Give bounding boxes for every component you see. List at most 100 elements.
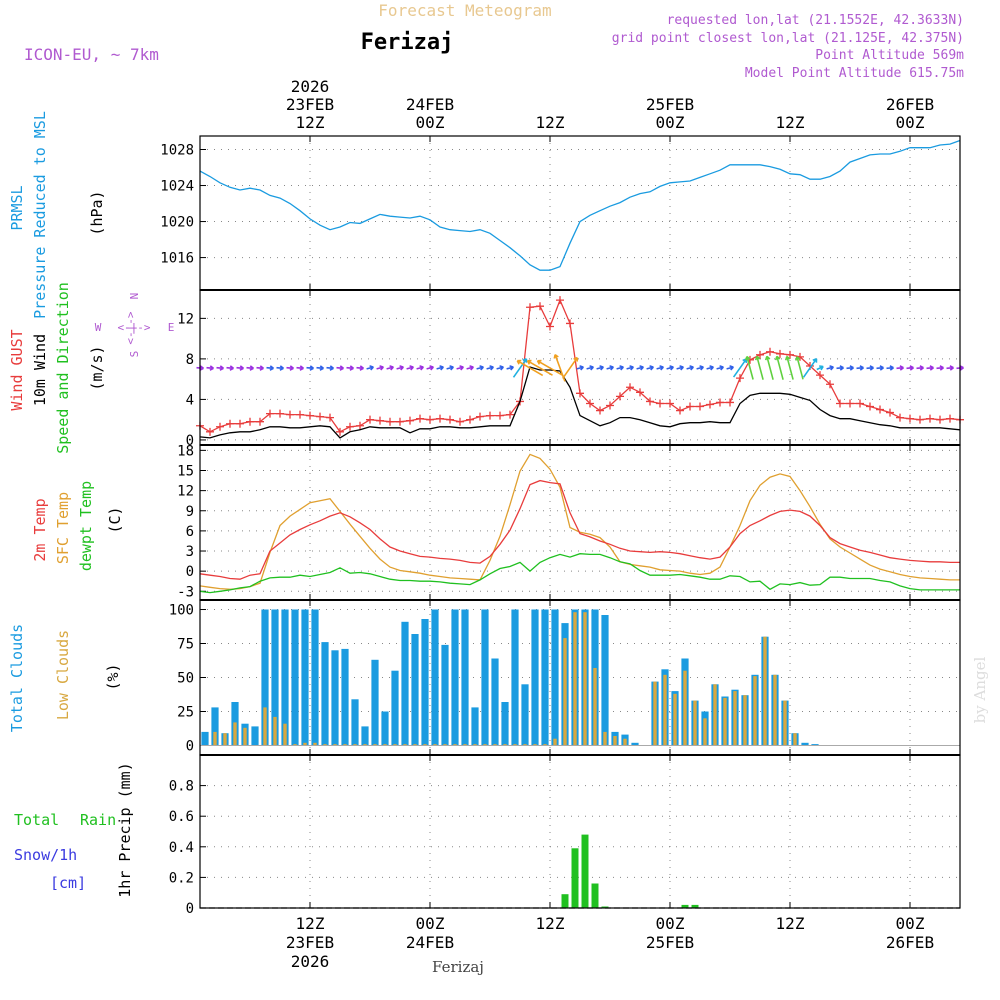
y-tick-label: 12 [177, 311, 194, 327]
gust-marker [266, 409, 274, 418]
wind-direction-arrow [386, 365, 394, 371]
wind-direction-arrow [946, 365, 954, 371]
requested-coords: requested lon,lat (21.1552E, 42.3633N) [667, 13, 964, 28]
footer-location: Ferizaj [432, 958, 484, 976]
gust-marker [816, 371, 824, 380]
y-tick-label: 50 [177, 671, 194, 687]
wind-direction-arrow [586, 365, 594, 371]
y-tick-label: 0 [186, 738, 194, 754]
wind-direction-arrow [636, 365, 644, 371]
wind-direction-arrow [795, 356, 804, 380]
low-cloud-bar [783, 700, 787, 746]
gust-marker [256, 417, 264, 426]
wind-direction-arrow [696, 365, 704, 371]
wind-direction-arrow [562, 356, 579, 379]
low-cloud-bar [663, 674, 667, 746]
wind-direction-arrow [496, 365, 504, 371]
low-cloud-bar [573, 612, 577, 746]
low-cloud-bar [793, 733, 797, 746]
gust-marker [826, 380, 834, 389]
wind-direction-arrow [256, 365, 264, 371]
gust-marker [896, 413, 904, 422]
wind-direction-arrow [744, 355, 754, 380]
wind-direction-arrow [916, 365, 924, 371]
gust-marker [396, 417, 404, 426]
low-cloud-bar [553, 738, 557, 746]
pressure-unit: (hPa) [88, 190, 106, 235]
gust-marker [486, 411, 494, 420]
wind-direction-arrow [316, 365, 324, 371]
gust-marker [886, 408, 894, 417]
gust-marker [416, 414, 424, 423]
y-tick-label: 100 [169, 603, 194, 619]
rain-bar [561, 894, 569, 908]
low-cloud-bar [283, 723, 287, 746]
wind-direction-arrow [596, 365, 604, 371]
clouds-label-low: Low Clouds [54, 630, 72, 720]
compass-w: W [95, 321, 102, 334]
top-date-label: 25FEB [646, 95, 694, 114]
gust-marker [636, 388, 644, 397]
low-cloud-bar [463, 744, 467, 746]
clouds-label-total: Total Clouds [8, 624, 26, 732]
y-tick-label: 1024 [160, 179, 194, 195]
low-cloud-bar [703, 718, 707, 746]
low-cloud-bar [423, 744, 427, 746]
temp-label-dewpt: dewpt Temp [77, 481, 95, 571]
low-cloud-bar [583, 612, 587, 746]
gust-marker [316, 412, 324, 421]
total-cloud-bar [321, 642, 329, 746]
compass-s: S [128, 351, 141, 358]
panel-frame [199, 754, 961, 909]
top-date-label: 26FEB [886, 95, 934, 114]
y-tick-label: 6 [186, 524, 194, 540]
gust-marker [716, 398, 724, 407]
chart-title: Forecast Meteogram [378, 1, 551, 20]
legend-rain: Rain [80, 811, 116, 829]
wind-direction-arrow [296, 365, 304, 371]
gust-marker [676, 406, 684, 415]
bottom-hour-label: 12Z [536, 914, 565, 933]
wind-direction-arrow [486, 365, 494, 371]
rain-bar [571, 848, 579, 908]
gust-marker [786, 350, 794, 359]
wind-direction-arrow [836, 365, 844, 371]
low-cloud-bar [343, 744, 347, 746]
wind-direction-arrow [536, 359, 563, 376]
low-cloud-bar [563, 638, 567, 746]
total-cloud-bar [211, 707, 219, 746]
wind-direction-arrow [896, 365, 904, 371]
bottom-date-label: 24FEB [406, 933, 454, 952]
gust-marker [566, 319, 574, 328]
precip-unit-label: 1hr Precip (mm) [116, 762, 134, 897]
total-cloud-bar [421, 619, 429, 746]
gust-marker [546, 322, 554, 331]
y-tick-label: -3 [177, 584, 194, 600]
wind-direction-arrow [676, 365, 684, 371]
gust-marker [646, 397, 654, 406]
y-tick-label: 0.6 [169, 809, 194, 825]
total-cloud-bar [501, 702, 509, 746]
gust-marker [776, 349, 784, 358]
low-cloud-bar [763, 636, 767, 746]
wind-direction-arrow [656, 365, 664, 371]
pressure-label-a: PRMSL [8, 185, 26, 230]
wind-direction-arrow [606, 365, 614, 371]
total-cloud-bar [351, 699, 359, 746]
low-cloud-bar [263, 707, 267, 746]
wind-direction-arrow [686, 365, 694, 371]
low-cloud-bar [333, 744, 337, 746]
low-cloud-bar [613, 736, 617, 746]
wind-direction-arrow [216, 365, 224, 371]
y-tick-label: 0 [186, 433, 194, 449]
sfc-temp-line [199, 453, 960, 590]
total-cloud-bar [491, 658, 499, 746]
low-cloud-bar [393, 744, 397, 746]
y-tick-label: 1016 [160, 251, 194, 267]
y-tick-label: 0 [186, 564, 194, 580]
total-cloud-bar [411, 634, 419, 746]
low-cloud-bar [303, 742, 307, 746]
gust-marker [436, 414, 444, 423]
low-cloud-bar [773, 674, 777, 746]
wind-unit: (m/s) [88, 345, 106, 390]
